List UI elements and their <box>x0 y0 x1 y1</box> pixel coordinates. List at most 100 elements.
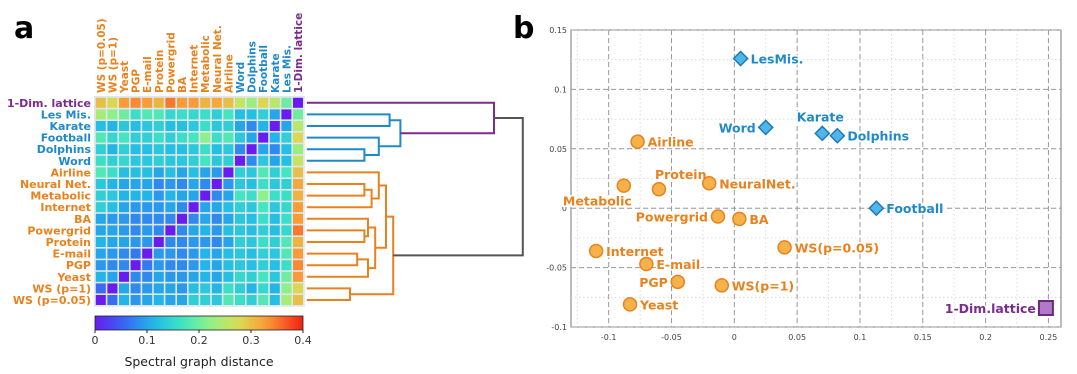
heatmap-cell <box>142 132 153 143</box>
dendrogram-link <box>306 183 366 197</box>
heatmap-cell <box>142 167 153 178</box>
point-airline <box>630 134 645 149</box>
heatmap-cell <box>142 97 153 108</box>
heatmap-cell <box>119 132 129 143</box>
row-label-yeast: Yeast <box>56 271 91 284</box>
heatmap-cell <box>258 202 269 213</box>
y-tick-label: 0.15 <box>549 26 567 35</box>
heatmap-cell <box>293 132 303 143</box>
heatmap-cell <box>281 260 292 271</box>
heatmap-cell <box>165 213 176 224</box>
heatmap-cell <box>269 190 280 201</box>
heatmap-cell <box>130 202 141 213</box>
point-word <box>757 119 774 136</box>
heatmap-cell <box>223 248 234 259</box>
heatmap-cell <box>95 202 106 213</box>
heatmap-cell <box>188 132 199 143</box>
heatmap-cell <box>258 179 269 189</box>
point-football <box>868 200 885 217</box>
heatmap-cell <box>130 121 141 131</box>
column-label-ba: BA <box>177 76 189 93</box>
heatmap-cell <box>188 179 199 189</box>
heatmap-cell <box>246 155 257 166</box>
heatmap-cell <box>246 190 257 201</box>
heatmap-cell <box>281 225 292 236</box>
row-label-football: Football <box>41 132 91 145</box>
heatmap-cell <box>165 260 176 271</box>
heatmap-cell <box>107 132 118 143</box>
y-tick-label: -0.1 <box>551 323 567 332</box>
heatmap-cell <box>235 248 245 259</box>
heatmap-cell <box>269 225 280 236</box>
heatmap-cell <box>142 179 153 189</box>
point-label-1-dim-lattice: 1-Dim.lattice <box>945 301 1036 316</box>
heatmap-cell <box>223 144 234 155</box>
heatmap-cell <box>246 97 257 108</box>
row-label-e-mail: E-mail <box>52 248 91 261</box>
x-tick-label: 0.1 <box>854 333 867 342</box>
heatmap-cell <box>188 295 199 305</box>
heatmap-cell <box>258 283 269 294</box>
heatmap-cell <box>211 202 222 213</box>
heatmap-cell <box>107 213 118 224</box>
heatmap-cell <box>107 225 118 236</box>
point-label-yeast: Yeast <box>639 297 678 312</box>
heatmap-cell <box>246 283 257 294</box>
heatmap-cell <box>200 167 211 178</box>
heatmap-cell <box>258 248 269 259</box>
point-label-ws-p-0-05: WS(p=0.05) <box>795 240 879 255</box>
point-internet <box>588 243 604 259</box>
heatmap-cell <box>142 121 153 131</box>
point-label-ws-p-1: WS(p=1) <box>732 278 794 293</box>
heatmap-cell <box>258 121 269 131</box>
heatmap-cell <box>130 260 141 271</box>
heatmap-cell <box>281 283 292 294</box>
colorbar-tick-label: 0 <box>92 334 99 347</box>
heatmap-cell <box>258 295 269 305</box>
heatmap-cell <box>200 260 211 271</box>
heatmap-cell <box>107 179 118 189</box>
row-label-airline: Airline <box>50 166 91 179</box>
heatmap-cell <box>142 155 153 166</box>
heatmap-cell <box>107 97 118 108</box>
point-ba <box>732 211 747 227</box>
heatmap-cell <box>142 144 153 155</box>
heatmap-cell <box>258 213 269 224</box>
heatmap-cell <box>107 260 118 271</box>
heatmap-cell <box>177 260 187 271</box>
heatmap-cell <box>95 190 106 201</box>
point-label-ba: BA <box>749 212 769 227</box>
heatmap-cell <box>165 97 176 108</box>
point-label-e-mail: E-mail <box>656 257 700 272</box>
column-label-pgp: PGP <box>131 69 143 93</box>
heatmap-cell <box>211 283 222 294</box>
column-label-yeast: Yeast <box>119 61 131 94</box>
heatmap-cell <box>293 121 303 131</box>
x-tick-label: 0.2 <box>979 333 992 342</box>
heatmap-cell <box>281 167 292 178</box>
colorbar-tick-label: 0.3 <box>242 334 260 347</box>
heatmap-cell <box>95 144 106 155</box>
heatmap-cell <box>188 109 199 120</box>
column-label-word: Word <box>235 62 247 93</box>
heatmap-cell <box>165 121 176 131</box>
column-label-neural-net: Neural Net. <box>212 25 224 93</box>
heatmap-cell <box>223 167 234 178</box>
heatmap-cell <box>188 167 199 178</box>
row-label-karate: Karate <box>49 120 91 133</box>
column-label-metabolic: Metabolic <box>200 35 212 93</box>
heatmap-cell <box>177 202 187 213</box>
heatmap-cell <box>188 155 199 166</box>
heatmap-cell <box>153 248 164 259</box>
heatmap-cell <box>246 179 257 189</box>
heatmap-cell <box>95 167 106 178</box>
heatmap-cell <box>188 213 199 224</box>
heatmap-cell <box>153 167 164 178</box>
row-label-ws-p-0-05: WS (p=0.05) <box>13 294 91 307</box>
heatmap-cell <box>211 179 222 189</box>
heatmap-cell <box>211 225 222 236</box>
heatmap-cell <box>246 202 257 213</box>
heatmap-cell <box>293 213 303 224</box>
heatmap-cell <box>142 283 153 294</box>
